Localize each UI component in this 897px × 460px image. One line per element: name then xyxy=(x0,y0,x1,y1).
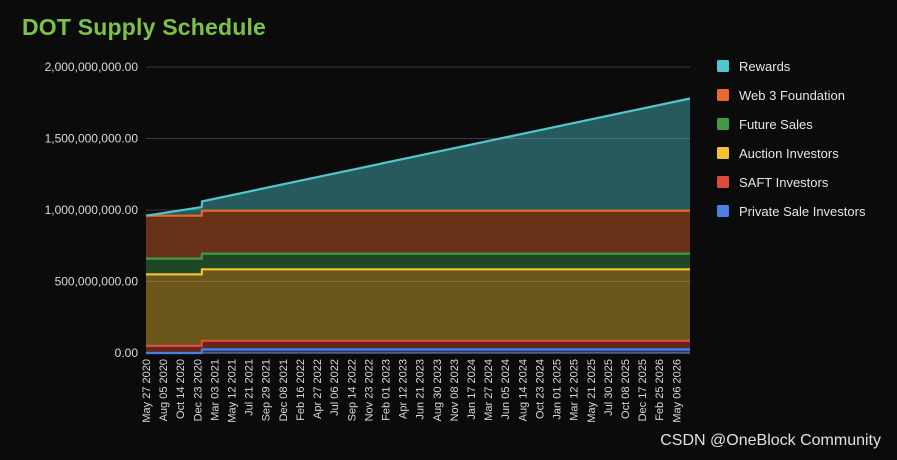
x-tick-label: Oct 08 2025 xyxy=(620,359,632,419)
x-tick-label: Dec 17 2025 xyxy=(637,359,649,421)
chart-title: DOT Supply Schedule xyxy=(22,14,267,40)
x-tick-label: May 21 2025 xyxy=(586,359,598,423)
x-tick-label: Jul 06 2022 xyxy=(329,359,341,416)
legend-label-future-sales[interactable]: Future Sales xyxy=(739,117,813,132)
line-rewards xyxy=(145,97,691,217)
y-tick-label: 500,000,000.00 xyxy=(55,275,139,289)
area-auction-investors xyxy=(146,269,690,346)
legend-swatch-web-3-foundation[interactable] xyxy=(717,89,729,101)
x-tick-label: Mar 12 2025 xyxy=(569,359,581,421)
x-tick-label: Feb 25 2026 xyxy=(654,359,666,421)
x-tick-label: Nov 08 2023 xyxy=(449,359,461,421)
legend-label-saft-investors[interactable]: SAFT Investors xyxy=(739,175,829,190)
legend-swatch-rewards[interactable] xyxy=(717,60,729,72)
x-tick-label: Oct 23 2024 xyxy=(534,359,546,419)
legend-label-rewards[interactable]: Rewards xyxy=(739,59,791,74)
legend-label-web-3-foundation[interactable]: Web 3 Foundation xyxy=(739,88,845,103)
legend-swatch-saft-investors[interactable] xyxy=(717,176,729,188)
line-saft-investors xyxy=(146,339,690,347)
line-private-sale-investors xyxy=(146,348,690,355)
y-tick-label: 0.00 xyxy=(115,346,139,360)
line-auction-investors xyxy=(146,268,690,276)
x-tick-label: Jun 21 2023 xyxy=(415,359,427,420)
y-axis-tick-labels: 0.00 500,000,000.00 1,000,000,000.00 1,500,… xyxy=(45,60,139,360)
x-tick-label: May 06 2026 xyxy=(671,359,683,423)
x-tick-label: Jul 30 2025 xyxy=(603,359,615,416)
watermark: CSDN @OneBlock Community xyxy=(660,432,881,449)
line-future-sales xyxy=(146,252,690,260)
x-tick-label: Jul 21 2021 xyxy=(244,359,256,416)
legend[interactable]: Rewards Web 3 Foundation Future Sales Aucti… xyxy=(717,59,866,219)
x-tick-label: Mar 03 2021 xyxy=(209,359,221,421)
x-tick-label: Jun 05 2024 xyxy=(500,359,512,420)
legend-label-auction-investors[interactable]: Auction Investors xyxy=(739,146,839,161)
area-series-layer xyxy=(146,98,690,353)
x-axis-tick-labels: May 27 2020 Aug 05 2020 Oct 14 2020 Dec 23 … xyxy=(141,359,683,423)
x-tick-label: Sep 29 2021 xyxy=(261,359,273,421)
y-tick-label: 2,000,000,000.00 xyxy=(45,60,139,74)
y-tick-label: 1,500,000,000.00 xyxy=(45,132,139,146)
y-tick-label: 1,000,000,000.00 xyxy=(45,203,139,217)
x-tick-label: Aug 14 2024 xyxy=(517,359,529,421)
x-tick-label: Mar 27 2024 xyxy=(483,359,495,421)
x-tick-label: Dec 08 2021 xyxy=(278,359,290,421)
line-web-3-foundation xyxy=(146,209,690,217)
x-tick-label: Apr 27 2022 xyxy=(312,359,324,419)
x-tick-label: Oct 14 2020 xyxy=(175,359,187,419)
x-tick-label: May 12 2021 xyxy=(227,359,239,423)
x-tick-label: Sep 14 2022 xyxy=(346,359,358,421)
x-tick-label: Aug 30 2023 xyxy=(432,359,444,421)
x-tick-label: Jan 01 2025 xyxy=(552,359,564,420)
legend-swatch-private-sale-investors[interactable] xyxy=(717,205,729,217)
legend-label-private-sale-investors[interactable]: Private Sale Investors xyxy=(739,204,866,219)
x-tick-label: Feb 16 2022 xyxy=(295,359,307,421)
x-tick-label: Feb 01 2023 xyxy=(380,359,392,421)
x-tick-label: Nov 23 2022 xyxy=(363,359,375,421)
legend-swatch-auction-investors[interactable] xyxy=(717,147,729,159)
x-tick-label: Aug 05 2020 xyxy=(158,359,170,421)
legend-swatch-future-sales[interactable] xyxy=(717,118,729,130)
area-web-3-foundation xyxy=(146,210,690,259)
x-tick-label: Jan 17 2024 xyxy=(466,359,478,420)
x-tick-label: Dec 23 2020 xyxy=(192,359,204,421)
area-saft-investors xyxy=(146,340,690,353)
x-tick-label: Apr 12 2023 xyxy=(398,359,410,419)
x-tick-label: May 27 2020 xyxy=(141,359,153,423)
series-lines-layer xyxy=(145,97,691,355)
